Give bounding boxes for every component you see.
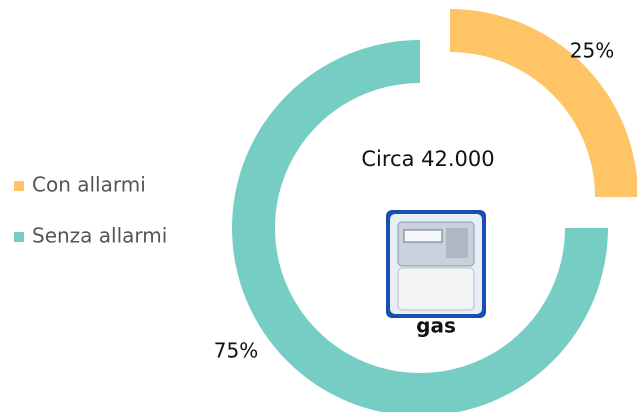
value-label: 25%	[570, 39, 614, 63]
donut-slice	[450, 9, 637, 197]
center-label: Circa 42.000	[361, 147, 494, 171]
gas-meter-image	[386, 210, 486, 318]
legend-label: Senza allarmi	[32, 224, 167, 248]
legend-swatch	[14, 232, 24, 242]
image-label: gas	[416, 314, 456, 338]
legend-swatch	[14, 181, 24, 191]
legend-label: Con allarmi	[32, 173, 146, 197]
value-label: 75%	[214, 339, 258, 363]
